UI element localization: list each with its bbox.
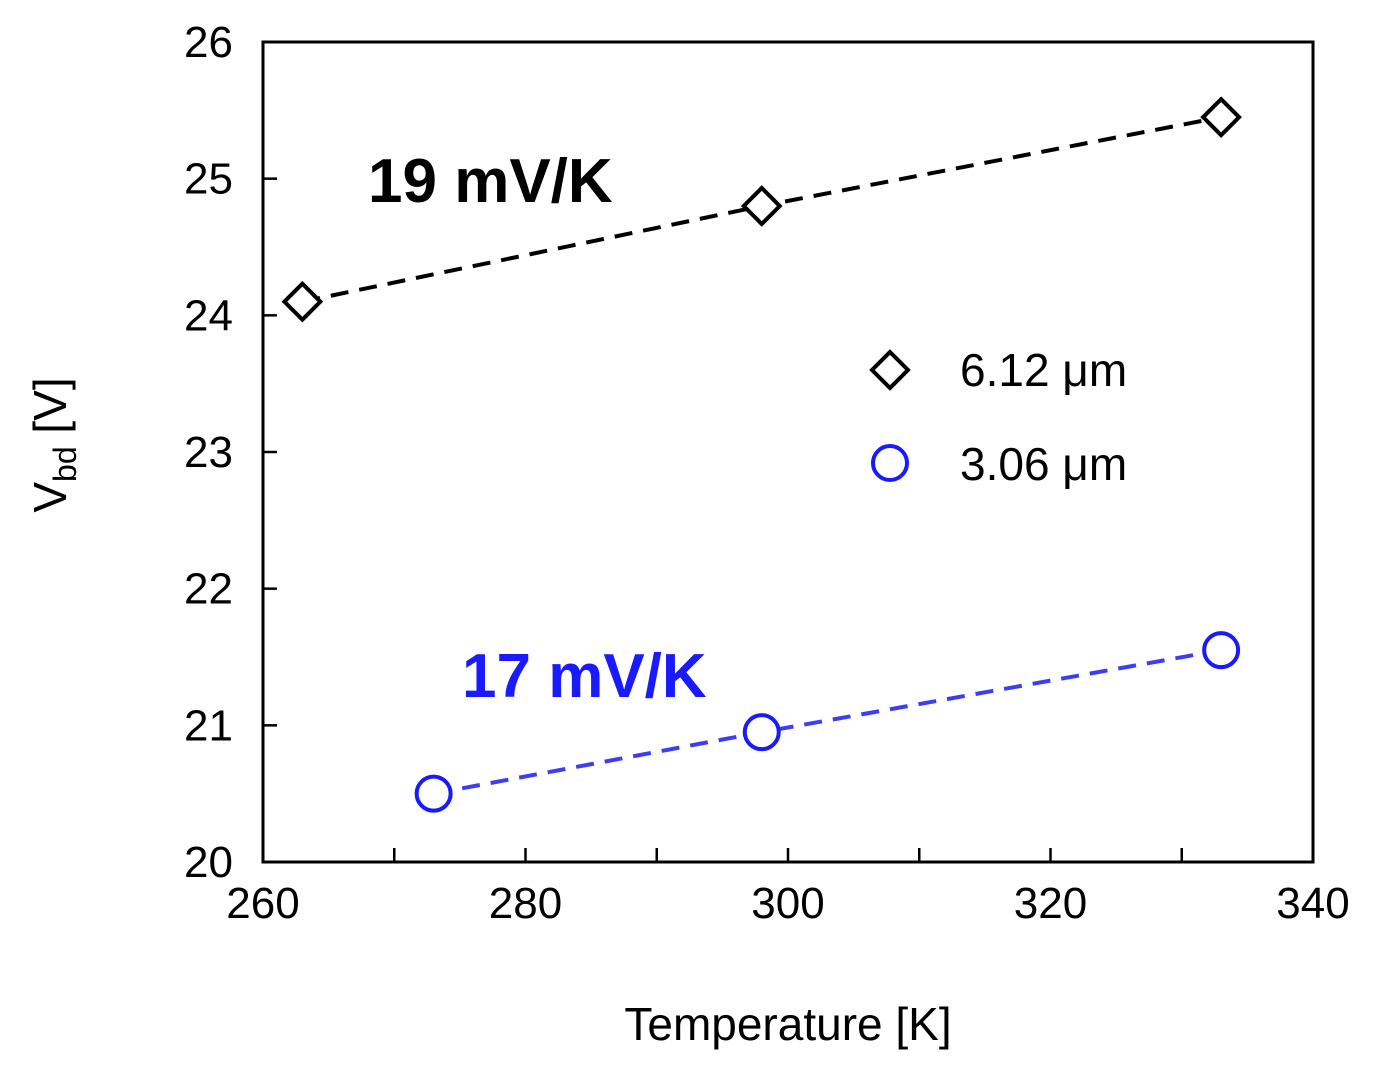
y-tick-label: 22 <box>184 565 233 614</box>
y-axis-title-sub: bd <box>47 446 83 482</box>
y-tick-label: 21 <box>184 701 233 750</box>
legend-label-3-06um: 3.06 μm <box>960 438 1127 490</box>
y-tick-label: 20 <box>184 838 233 887</box>
x-axis-title: Temperature [K] <box>624 998 951 1050</box>
data-point-diamond <box>1200 96 1242 138</box>
x-tick-label: 340 <box>1276 879 1349 928</box>
y-tick-label: 24 <box>184 291 233 340</box>
y-axis-title: Vbd [V] <box>24 377 83 512</box>
y-axis-title-main: V <box>24 482 76 513</box>
x-axis: 260 280 300 320 340 <box>226 848 1350 928</box>
x-tick-label: 300 <box>751 879 824 928</box>
y-tick-label: 23 <box>184 428 233 477</box>
data-point-diamond <box>281 280 324 323</box>
y-axis-title-unit: [V] <box>24 377 76 446</box>
annotations: 19 mV/K 17 mV/K <box>368 147 707 711</box>
data-point-circle <box>742 713 781 752</box>
y-tick-label: 25 <box>184 155 233 204</box>
x-tick-label: 260 <box>226 879 299 928</box>
data-point-circle <box>414 774 453 813</box>
series-points <box>281 96 1242 813</box>
x-tick-label: 280 <box>489 879 562 928</box>
data-point-circle <box>1202 631 1241 670</box>
annotation-slope-6-12um: 19 mV/K <box>368 147 613 216</box>
legend-marker-circle <box>871 444 909 482</box>
annotation-slope-3-06um: 17 mV/K <box>462 642 707 711</box>
legend-marker-diamond <box>869 349 911 391</box>
legend-label-6-12um: 6.12 μm <box>960 344 1127 396</box>
y-axis: 20 21 22 23 24 25 26 <box>184 18 277 887</box>
y-tick-label: 26 <box>184 18 233 67</box>
data-point-diamond <box>740 185 783 227</box>
legend: 6.12 μm 3.06 μm <box>869 344 1127 490</box>
x-tick-label: 320 <box>1014 879 1087 928</box>
